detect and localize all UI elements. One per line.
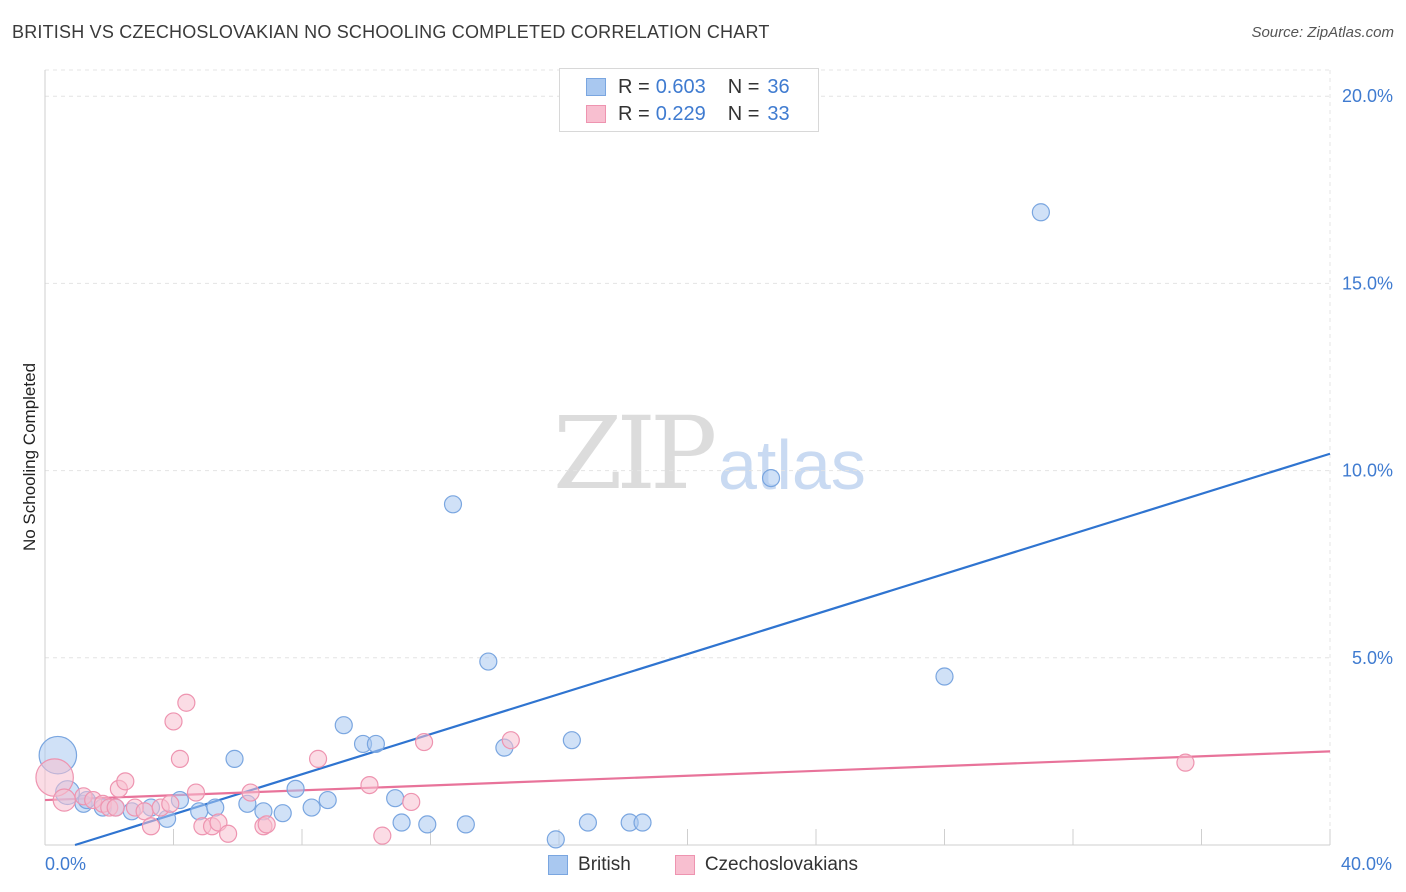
british-point: [334, 716, 353, 735]
british-point: [479, 652, 498, 671]
chart-title: BRITISH VS CZECHOSLOVAKIAN NO SCHOOLING …: [12, 22, 770, 42]
czech-point: [161, 794, 180, 813]
british-point: [1031, 203, 1050, 222]
british-point: [386, 789, 405, 808]
legend-label-british: British: [578, 854, 631, 875]
y-tick-label: 10.0%: [1342, 461, 1393, 481]
british-point: [935, 667, 954, 686]
series-legend: British Czechoslovakians: [0, 852, 1406, 878]
british-swatch: [548, 855, 569, 875]
trend-layer: [44, 452, 1331, 847]
czech-point: [1176, 753, 1195, 772]
british-point: [761, 468, 781, 488]
n-label: N =: [727, 102, 760, 125]
british-point: [225, 749, 244, 768]
british-point: [302, 798, 321, 817]
czech-point: [241, 783, 260, 802]
grid-layer: [45, 69, 1331, 845]
british-point: [366, 734, 385, 754]
label-layer: 5.0% 10.0% 15.0% 20.0% 0.0% 40.0% No Schooling…: [20, 86, 1393, 874]
legend-item-czech[interactable]: Czechoslovakians: [674, 854, 858, 876]
czech-point: [164, 712, 183, 731]
british-point: [546, 830, 565, 849]
legend-item-british[interactable]: British: [548, 854, 631, 876]
n-value: 33: [767, 102, 790, 125]
axis-layer: [44, 70, 1331, 846]
x-tick-label: 40.0%: [1341, 854, 1392, 874]
czech-point: [116, 772, 135, 791]
british-point: [562, 731, 581, 750]
czech-point: [501, 731, 520, 750]
czech-point: [106, 798, 125, 817]
british-point: [273, 804, 292, 823]
czech-point: [186, 783, 206, 802]
r-label: R =: [618, 102, 650, 125]
legend-label-czech: Czechoslovakians: [704, 854, 858, 875]
legend-row-british: R = 0.603 N = 36: [586, 75, 790, 99]
y-axis-label: No Schooling Completed: [20, 363, 39, 551]
british-point: [456, 815, 475, 834]
point-layer: [35, 203, 1195, 849]
czech-point: [373, 826, 392, 845]
czech-swatch: [586, 105, 606, 123]
british-point: [392, 813, 411, 832]
british-point: [633, 813, 652, 832]
czech-point: [219, 824, 238, 843]
r-label: R =: [618, 75, 650, 98]
stats-legend: R = 0.603 N = 36 R = 0.229 N = 33: [559, 68, 819, 132]
british-trend-line: [74, 452, 1331, 847]
watermark-atlas: atlas: [718, 426, 866, 504]
y-tick-label: 20.0%: [1342, 86, 1393, 106]
watermark-zip: ZIP: [553, 395, 717, 512]
source-label: Source: ZipAtlas.com: [1251, 24, 1394, 41]
czech-swatch: [674, 855, 695, 875]
n-label: N =: [727, 75, 760, 98]
british-point: [318, 790, 337, 810]
legend-row-czech: R = 0.229 N = 33: [586, 102, 790, 126]
czech-point: [170, 749, 190, 768]
british-point: [418, 815, 437, 834]
british-point: [190, 802, 209, 821]
y-tick-label: 15.0%: [1342, 273, 1393, 293]
british-point: [443, 495, 463, 514]
czech-point: [177, 693, 196, 712]
czech-point: [414, 732, 434, 752]
british-point: [578, 813, 598, 832]
czech-point: [141, 817, 161, 836]
british-swatch: [586, 78, 606, 96]
r-value: 0.229: [655, 102, 706, 125]
y-tick-label: 5.0%: [1352, 648, 1393, 668]
czech-point: [257, 815, 276, 834]
czech-point: [52, 788, 76, 812]
x-tick-label: 0.0%: [45, 854, 86, 874]
czech-point: [360, 775, 379, 795]
czech-point: [402, 792, 421, 812]
british-point: [206, 798, 225, 817]
british-point: [286, 779, 305, 798]
n-value: 36: [767, 75, 790, 98]
czech-point: [308, 749, 328, 768]
r-value: 0.603: [655, 75, 706, 98]
